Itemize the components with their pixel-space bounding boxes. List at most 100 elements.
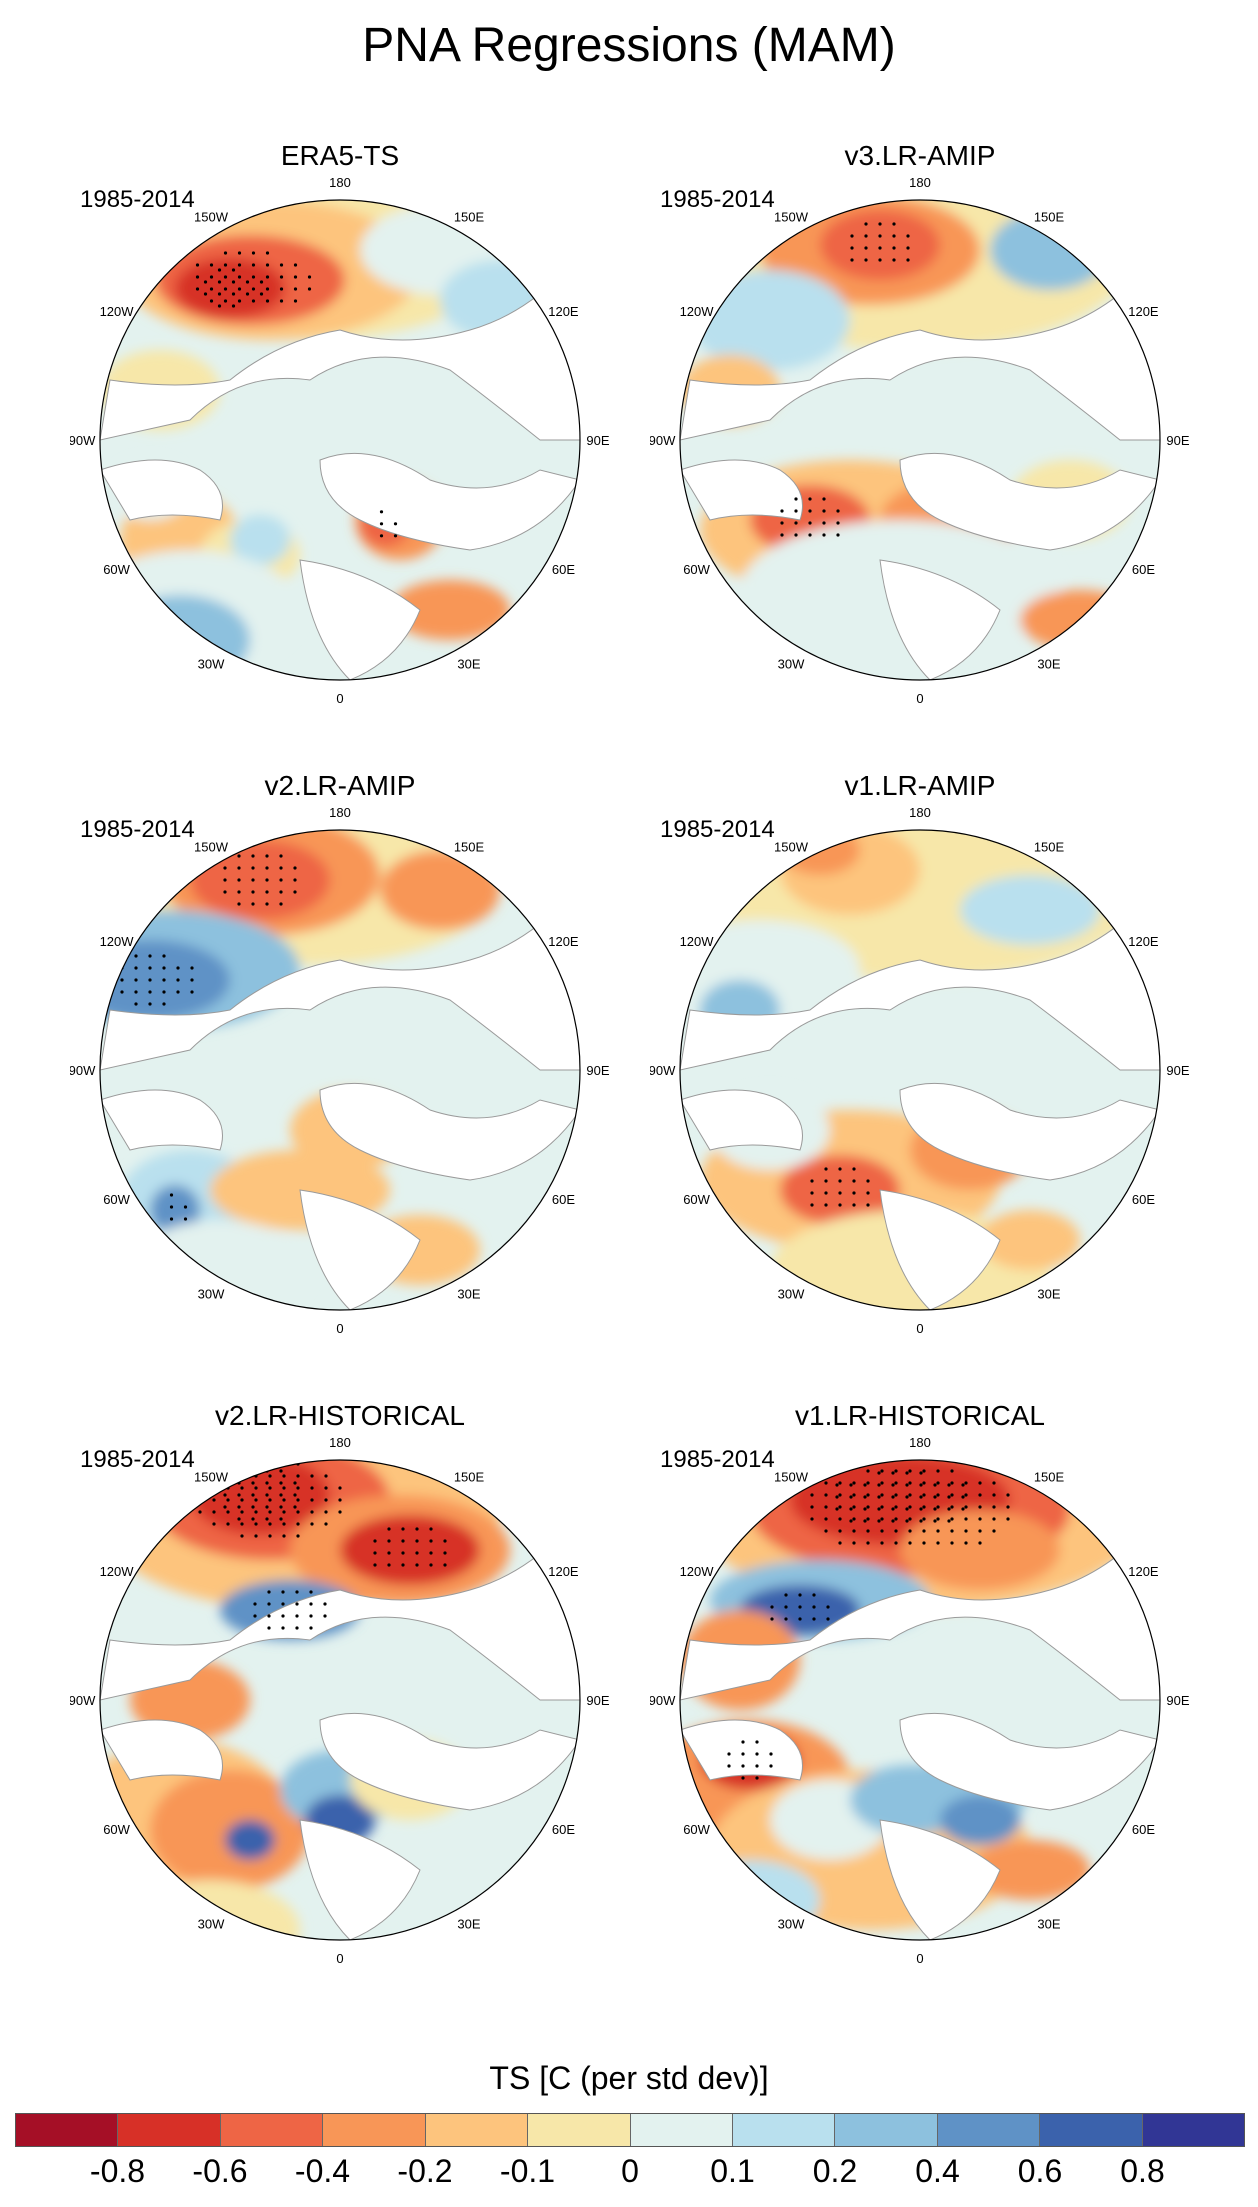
- stipple-dot: [195, 275, 200, 279]
- stipple-dot: [401, 1539, 405, 1543]
- stipple-dot: [162, 966, 166, 970]
- stipple-dot: [338, 1486, 342, 1490]
- stipple-dot: [307, 287, 312, 291]
- stipple-dot: [134, 978, 138, 982]
- longitude-label: 60E: [1132, 1822, 1155, 1837]
- stipple-dot: [950, 1505, 954, 1509]
- longitude-label: 30E: [1037, 656, 1060, 671]
- stipple-dot: [240, 1462, 244, 1466]
- stipple-dot: [231, 268, 236, 272]
- stipple-dot: [293, 287, 298, 291]
- stipple-dot: [223, 866, 227, 870]
- stipple-dot: [922, 1541, 926, 1545]
- stipple-dot: [195, 263, 200, 267]
- stipple-dot: [877, 1519, 881, 1523]
- stipple-dot: [226, 1498, 230, 1502]
- stipple-dot: [293, 878, 297, 882]
- longitude-label: 150E: [454, 210, 485, 225]
- stipple-dot: [198, 1498, 202, 1502]
- land-mask: [299, 1819, 421, 1940]
- stipple-dot: [824, 1167, 828, 1171]
- longitude-label: 120E: [1128, 304, 1159, 319]
- stipple-dot: [240, 1534, 244, 1538]
- stipple-dot: [852, 1517, 856, 1521]
- stipple-dot: [780, 509, 784, 513]
- stipple-dot: [878, 246, 882, 250]
- stipple-dot: [936, 1541, 940, 1545]
- map-panel: ERA5-TS 180 150E 120E 90E 60E 30E 0 30W 60W 90W 120…: [70, 140, 610, 740]
- colorbar-swatch: [118, 2114, 221, 2146]
- stipple-dot: [936, 1469, 940, 1473]
- field-region: [820, 210, 940, 280]
- stipple-dot: [295, 1614, 299, 1618]
- panel-title: ERA5-TS: [280, 140, 400, 171]
- stipple-dot: [265, 854, 269, 858]
- longitude-label: 120W: [680, 304, 715, 319]
- stipple-dot: [866, 1529, 870, 1533]
- map-boundary: [99, 829, 581, 1311]
- stipple-dot: [240, 1474, 244, 1478]
- stipple-dot: [212, 1510, 216, 1514]
- stipple-dot: [919, 1471, 923, 1475]
- stipple-dot: [223, 299, 228, 303]
- stipple-dot: [373, 1551, 377, 1555]
- stipple-dot: [784, 1593, 788, 1597]
- panel-period: 1985-2014: [80, 816, 195, 843]
- stipple-dot: [741, 1740, 745, 1744]
- stipple-dot: [908, 1517, 912, 1521]
- stipple-dot: [106, 978, 110, 982]
- stipple-dot: [237, 1505, 241, 1509]
- stipple-dot: [293, 275, 298, 279]
- stipple-dot: [838, 1541, 842, 1545]
- longitude-label: 180: [329, 808, 351, 820]
- stipple-dot: [880, 1505, 884, 1509]
- longitude-label: 150E: [454, 840, 485, 855]
- stipple-dot: [891, 1507, 895, 1511]
- longitude-label: 120E: [548, 1564, 579, 1579]
- longitude-label: 120W: [100, 304, 135, 319]
- stipple-dot: [877, 1483, 881, 1487]
- stipple-dot: [310, 1498, 314, 1502]
- colorbar-swatch: [1040, 2114, 1143, 2146]
- colorbar-labels: -0.8 -0.6 -0.4 -0.2 -0.1 0 0.1 0.2 0.4 0.6 0.8: [0, 2153, 1258, 2193]
- stipple-dot: [254, 1498, 258, 1502]
- stipple-dot: [259, 292, 264, 296]
- stipple-dot: [217, 292, 222, 296]
- stipple-dot: [281, 1602, 285, 1606]
- longitude-label: 150W: [774, 840, 809, 855]
- stipple-dot: [808, 533, 812, 537]
- stipple-dot: [296, 1498, 300, 1502]
- stipple-dot: [148, 990, 152, 994]
- stipple-dot: [810, 1191, 814, 1195]
- stipple-dot: [836, 533, 840, 537]
- stipple-dot: [866, 1541, 870, 1545]
- stipple-dot: [794, 497, 798, 501]
- stipple-dot: [387, 1527, 391, 1531]
- colorbar-tick-label: 0: [621, 2153, 639, 2189]
- stipple-dot: [852, 1505, 856, 1509]
- colorbar-tick-label: 0.1: [710, 2153, 755, 2189]
- stipple-dot: [933, 1507, 937, 1511]
- stipple-dot: [922, 1505, 926, 1509]
- stipple-dot: [162, 1002, 166, 1006]
- stipple-dot: [281, 1626, 285, 1630]
- longitude-label: 90E: [1166, 1693, 1189, 1708]
- map-panel: v2.LR-HISTORICAL 180 150E 120E 90E 60E 30E 0 30W…: [70, 1400, 610, 2000]
- field-region: [960, 875, 1100, 945]
- stipple-dot: [808, 497, 812, 501]
- significance-stippling: [810, 1167, 870, 1207]
- stipple-dot: [922, 1529, 926, 1533]
- stipple-dot: [148, 978, 152, 982]
- stipple-dot: [265, 251, 270, 255]
- stipple-dot: [293, 866, 297, 870]
- stipple-dot: [892, 258, 896, 262]
- stipple-dot: [922, 1493, 926, 1497]
- stipple-dot: [780, 533, 784, 537]
- stipple-dot: [849, 1483, 853, 1487]
- longitude-label: 0: [916, 691, 923, 706]
- stipple-dot: [223, 251, 228, 255]
- stipple-dot: [780, 521, 784, 525]
- stipple-dot: [864, 246, 868, 250]
- stipple-dot: [237, 263, 242, 267]
- stipple-dot: [892, 222, 896, 226]
